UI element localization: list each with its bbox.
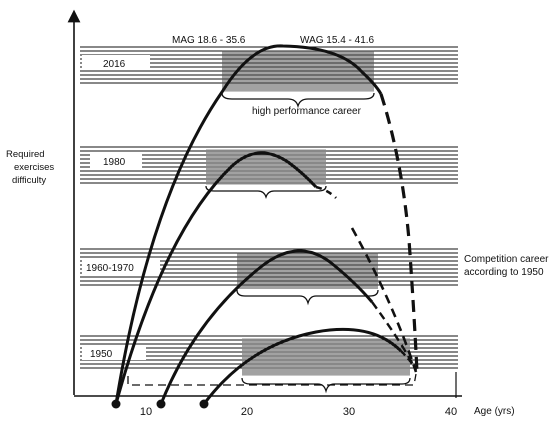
era-label-1980: 1980 [103,157,126,168]
era-box-2016 [82,55,150,70]
x-tick-40: 40 [445,406,457,418]
peak-region-2016 [222,50,374,92]
competition-career-label-line-1: Competition career [464,254,549,265]
x-tick-20: 20 [241,406,253,418]
peak-regions [206,50,410,376]
x-axis-label: Age (yrs) [474,406,515,417]
start-point-2016-1980 [111,399,121,409]
era-box-1980 [90,153,142,168]
brace-1950 [241,377,411,394]
competition-career-bracket [127,373,417,386]
y-axis-label-line-3: difficulty [12,175,46,186]
start-point-1960-1970 [156,399,166,409]
era-label-1950: 1950 [90,349,113,360]
era-box-1960-1970 [82,259,160,274]
y-axis-label-line-1: Required [6,149,45,160]
x-tick-10: 10 [140,406,152,418]
era-label-1960-1970: 1960-1970 [86,263,134,274]
brace-1960-1970 [236,289,379,306]
decline-1980-upper [315,185,337,199]
curve-1960-1970 [159,249,374,405]
decline-1980-lower [350,227,418,373]
mag-range-label: MAG 18.6 - 35.6 [172,35,246,46]
decline-1950 [400,350,418,371]
y-axis-label-line-2: exercises [14,162,54,173]
peak-region-1950 [242,338,410,376]
start-point-1950 [199,399,209,409]
curve-1950 [202,328,403,405]
curve-2016 [114,44,383,405]
curve-1980 [114,151,318,405]
high-performance-career-label: high performance career [252,106,362,117]
brace-1980 [205,185,327,200]
wag-range-label: WAG 15.4 - 41.6 [300,35,375,46]
decline-1960-1970 [371,301,418,371]
x-tick-30: 30 [343,406,355,418]
decline-2016 [379,93,419,373]
brace-2016 [221,92,375,109]
competition-career-label-line-2: according to 1950 [464,267,544,278]
era-line-bands [80,46,458,369]
era-label-2016: 2016 [103,59,126,70]
